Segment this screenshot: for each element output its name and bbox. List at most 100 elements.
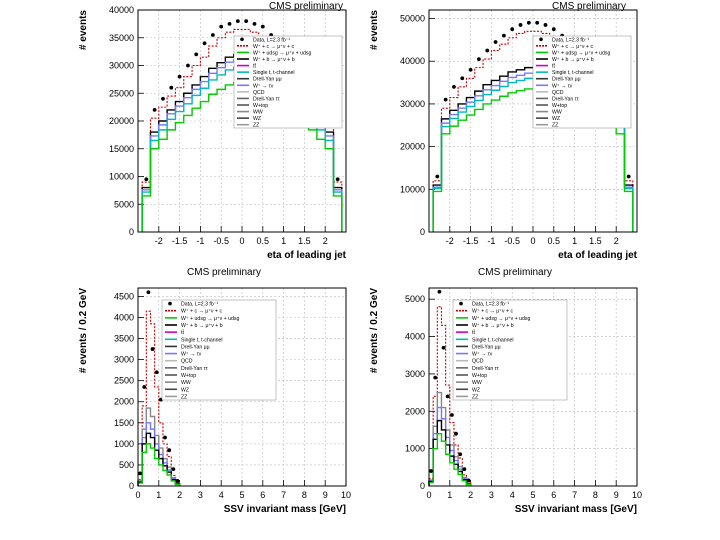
legend-label: WW [181,380,191,386]
legend-label: WZ [552,116,560,122]
data-point [493,40,498,44]
data-point [210,33,215,37]
legend-label: Single t, t-channel [253,70,295,76]
legend-label: WZ [253,116,261,122]
data-point [518,23,523,27]
y-tick-label: 25000 [109,88,134,98]
data-point [449,413,454,417]
x-tick-label: -2 [155,236,163,246]
data-point [154,370,159,375]
y-tick-label: 3000 [405,369,425,379]
y-tick-label: 1000 [114,439,134,449]
legend-data-marker [459,301,463,306]
legend-label: W⁺ + c → μ⁺ν + c [253,44,294,50]
histogram-series [428,419,472,486]
data-point [146,290,151,295]
y-axis-label: # events [78,10,89,50]
histogram-series [428,406,472,486]
y-axis-label: # events [369,10,380,50]
histogram-series [428,432,472,486]
x-tick-label: 5 [530,490,535,500]
data-point [169,85,174,90]
x-tick-label: 0.5 [257,236,270,246]
legend-label: ZZ [181,394,187,400]
x-tick-label: 3 [489,490,494,500]
legend-label: QCD [253,90,265,96]
data-point [626,174,631,179]
y-tick-label: 40000 [400,56,425,66]
chart-title: CMS preliminary [187,268,261,278]
data-point [443,97,448,102]
legend-box [452,299,568,401]
y-tick-label: 2000 [405,406,425,416]
x-tick-label: 1 [447,490,452,500]
legend-label: tt̄ [552,63,555,70]
legend-label: Drell-Yan ττ [552,96,579,102]
data-point [551,27,556,32]
legend-label: WW [253,110,263,116]
legend-label: W⁺ → τν [552,83,573,89]
legend-label: W⁺ → τν [253,83,274,89]
y-tick-label: 30000 [109,61,134,71]
x-axis-label: SSV invariant mass [GeV] [224,504,346,515]
legend-label: Data, L=2.3 fb⁻¹ [472,302,509,308]
legend-label: W⁺ + udsg → μ⁺ν + udsg [253,50,311,56]
legend-label: Drell-Yan ττ [253,96,280,102]
x-tick-label: 0.5 [548,236,561,246]
data-point [433,375,438,380]
y-tick-label: 4000 [405,332,425,342]
legend-data-marker [168,301,172,306]
legend-label: W+top [472,373,487,379]
data-point [163,435,167,440]
legend-label: W⁺ → τν [181,352,202,358]
x-tick-label: 2 [177,490,182,500]
legend-label: Data, L=2.3 fb⁻¹ [253,37,290,43]
x-tick-label: 0 [426,490,431,500]
x-tick-label: 6 [551,490,556,500]
y-tick-label: 2500 [114,376,134,386]
legend-label: tt̄ [253,63,256,70]
data-point [466,478,471,483]
x-axis-label: eta of leading jet [267,250,347,261]
legend-label: W⁺ + udsg → μ⁺ν + udsg [181,316,239,322]
x-tick-label: 7 [572,490,577,500]
y-tick-label: 15000 [109,144,134,154]
legend-label: W⁺ + udsg → μ⁺ν + udsg [552,50,610,56]
data-point [460,76,465,81]
x-tick-label: 3 [198,490,203,500]
data-point [485,48,490,53]
chart-title: CMS preliminary [478,268,552,278]
y-tick-label: 20000 [109,116,134,126]
chart-title: CMS preliminary [552,1,626,12]
legend-label: QCD [552,90,564,96]
data-point [202,41,207,46]
y-tick-label: 4500 [114,291,134,301]
data-point [435,174,440,179]
data-point [219,24,224,29]
x-tick-label: 10 [632,490,642,500]
legend-data-marker [539,37,543,42]
chart-title: CMS preliminary [269,1,343,12]
data-point [175,479,180,483]
y-tick-label: 50000 [400,14,425,24]
legend-label: W⁺ + c → μ⁺ν + c [552,44,593,50]
data-point [452,84,456,89]
data-point [445,394,450,399]
x-tick-label: -0.5 [504,236,520,246]
x-tick-label: -1.5 [463,236,479,246]
data-point [167,448,172,453]
data-point [177,74,182,79]
plot-frame [428,287,638,487]
chart-panel-bottom-left: 0 1 2 3 4 5 6 7 8 9 10 0 500 1000 1500 2000 2500 3000 3500… [78,268,351,515]
x-tick-label: 2 [614,236,619,246]
y-tick-label: 500 [119,460,134,470]
y-tick-label: 1000 [405,444,425,454]
x-axis-label: eta of leading jet [558,250,638,261]
legend-label: Drell-Yan ττ [472,366,499,372]
legend-label: Drell-Yan ττ [181,366,208,372]
y-axis-label: # events / 0.2 GeV [78,288,89,373]
legend-data-marker [240,37,244,42]
data-point [510,27,515,32]
data-point [142,385,147,389]
x-tick-label: -1 [487,236,495,246]
